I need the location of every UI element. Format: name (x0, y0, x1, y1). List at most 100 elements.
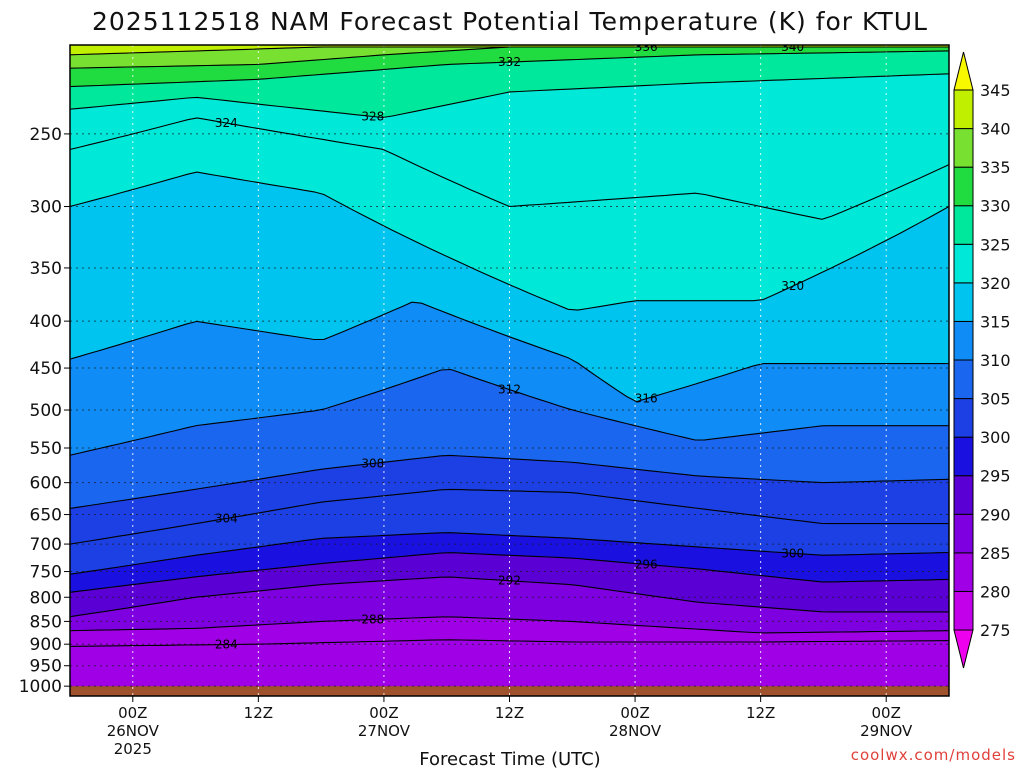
colorbar-label-275: 275 (980, 621, 1011, 640)
contour-312 (70, 368, 949, 456)
contour-label-292: 292 (498, 574, 521, 588)
colorbar-label-335: 335 (980, 158, 1011, 177)
x-tick-label-00z-27nov-2: 27NOV (358, 722, 411, 740)
band-304-308 (70, 455, 949, 545)
band-284-288 (70, 616, 949, 647)
y-tick-label-250: 250 (30, 125, 62, 145)
y-tick-label-350: 350 (30, 259, 62, 279)
y-tick-label-550: 550 (30, 439, 62, 459)
contour-label-316: 316 (635, 392, 658, 406)
colorbar-swatch-290-295 (953, 475, 974, 515)
contour-lines: 284 288 292 296 300 304 308 312 316 320 324 328 332 3… (70, 40, 949, 652)
y-tick-label-450: 450 (30, 359, 62, 379)
colorbar-label-310: 310 (980, 351, 1011, 370)
colorbar-label-300: 300 (980, 428, 1011, 447)
x-tick-label-12z-mid-1: 12Z (244, 704, 273, 722)
contour-label-328: 328 (361, 109, 384, 123)
contour-label-332: 332 (498, 55, 521, 69)
band-308-312 (70, 369, 949, 509)
contour-304 (70, 488, 949, 545)
colorbar-swatch-310-315 (953, 320, 974, 361)
colorbar-swatch-275-280 (953, 590, 974, 631)
contour-label-284: 284 (215, 638, 238, 652)
contour-label-288: 288 (361, 612, 384, 626)
colorbar-swatch-335-340 (953, 128, 974, 168)
band-292-296 (70, 552, 949, 617)
x-tick-label-12z-mid-1: 12Z (495, 704, 524, 722)
y-tick-label-1000: 1000 (19, 677, 62, 697)
colorbar-swatch-280-285 (953, 552, 974, 592)
colorbar-label-305: 305 (980, 390, 1011, 409)
contour-label-312: 312 (498, 383, 521, 397)
grid-lines (70, 45, 949, 696)
band-336-340 (70, 47, 949, 69)
x-axis-label: Forecast Time (UTC) (419, 749, 600, 768)
colorbar-swatch-305-310 (953, 359, 974, 400)
x-tick-label-00z-29nov-1: 00Z (872, 704, 901, 722)
y-tick-label-300: 300 (30, 198, 62, 218)
colorbar-label-295: 295 (980, 467, 1011, 486)
contour-label-320: 320 (781, 279, 804, 293)
contour-320 (70, 171, 949, 311)
contour-308 (70, 454, 949, 509)
band-324-328 (70, 73, 949, 220)
colorbar-swatch-325-330 (953, 205, 974, 245)
y-axis: 250 300 350 400 450 500 550 600 650 700 750 800 850 9… (19, 125, 70, 697)
x-tick-label-00z-29nov-2: 29NOV (860, 722, 913, 740)
contour-label-336: 336 (635, 40, 658, 54)
watermark: coolwx.com/models (851, 746, 1016, 764)
colorbar: 275 280 285 290 295 300 305 310 315 320 325 330 335 3… (953, 51, 1011, 669)
colorbar-swatch-320-325 (953, 243, 974, 284)
y-tick-label-900: 900 (30, 635, 62, 655)
y-tick-label-650: 650 (30, 506, 62, 526)
colorbar-label-285: 285 (980, 544, 1011, 563)
colorbar-swatch-340-345 (953, 89, 974, 130)
colorbar-label-290: 290 (980, 505, 1011, 524)
x-tick-label-00z-26nov-3: 2025 (114, 740, 152, 758)
colorbar-label-330: 330 (980, 197, 1011, 216)
y-tick-label-500: 500 (30, 401, 62, 421)
contour-328 (70, 73, 949, 119)
contour-label-324: 324 (215, 116, 238, 130)
chart-title: 2025112518 NAM Forecast Potential Temper… (92, 7, 928, 36)
contour-292 (70, 576, 949, 618)
colorbar-label-315: 315 (980, 312, 1011, 331)
x-tick-label-12z-mid-1: 12Z (746, 704, 775, 722)
y-tick-label-600: 600 (30, 474, 62, 494)
colorbar-swatch-330-335 (953, 166, 974, 207)
band-296-300 (70, 532, 949, 593)
ground (70, 686, 949, 696)
y-tick-label-800: 800 (30, 588, 62, 608)
contour-label-308: 308 (361, 456, 384, 470)
y-tick-label-750: 750 (30, 563, 62, 583)
band-below-284 (70, 639, 949, 696)
contour-300 (70, 532, 949, 575)
colorbar-label-280: 280 (980, 582, 1011, 601)
contour-label-340: 340 (781, 40, 804, 54)
x-tick-label-00z-28nov-2: 28NOV (609, 722, 662, 740)
x-tick-label-00z-27nov-1: 00Z (369, 704, 398, 722)
contour-316 (70, 301, 949, 403)
contour-label-296: 296 (635, 557, 658, 571)
colorbar-label-325: 325 (980, 235, 1011, 254)
colorbar-swatch-295-300 (953, 436, 974, 477)
y-tick-label-850: 850 (30, 612, 62, 632)
colorbar-swatch-285-290 (953, 513, 974, 554)
colorbar-high-arrow (953, 51, 974, 91)
y-tick-label-950: 950 (30, 657, 62, 677)
colorbar-label-345: 345 (980, 81, 1011, 100)
x-tick-label-00z-28nov-1: 00Z (620, 704, 649, 722)
plot-area: 284 288 292 296 300 304 308 312 316 320 324 328 332 3… (70, 40, 949, 696)
colorbar-swatch-300-305 (953, 398, 974, 438)
ground-layer (70, 686, 949, 696)
x-tick-label-00z-26nov-1: 00Z (118, 704, 147, 722)
colorbar-low-arrow (953, 629, 974, 669)
contour-label-300: 300 (781, 546, 804, 560)
contour-296 (70, 552, 949, 593)
colorbar-swatch-315-320 (953, 282, 974, 322)
y-tick-label-700: 700 (30, 535, 62, 555)
contour-340 (70, 46, 949, 56)
contour-324 (70, 117, 949, 220)
